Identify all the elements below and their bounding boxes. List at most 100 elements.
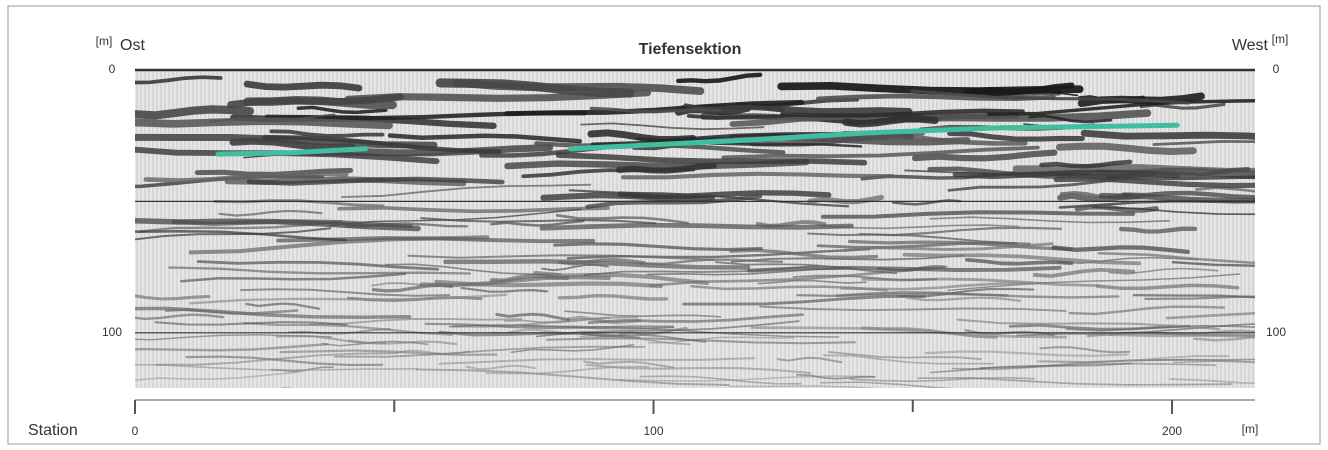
y-tick-label: 0 — [109, 62, 116, 76]
reflector — [648, 336, 795, 344]
reflector — [968, 82, 1075, 95]
reflector — [911, 149, 1058, 162]
reflector — [952, 169, 1181, 180]
reflector — [435, 78, 635, 98]
reflector — [1028, 114, 1113, 124]
x-tick-label: 100 — [644, 424, 664, 438]
reflector — [617, 375, 876, 382]
reflector — [956, 318, 1221, 331]
reflector — [279, 349, 498, 357]
reflector — [757, 279, 868, 285]
reflector — [371, 282, 462, 287]
reflector — [721, 145, 1040, 160]
reflector — [262, 134, 502, 154]
reflector — [746, 265, 1062, 273]
reflector — [840, 282, 1035, 291]
reflector — [1057, 256, 1199, 264]
reflector — [438, 330, 641, 340]
y-tick-label: 100 — [102, 325, 122, 339]
reflector — [947, 176, 1136, 192]
reflector — [135, 75, 223, 85]
reflector — [929, 362, 1132, 374]
x-tick-label: 200 — [1162, 424, 1182, 438]
reflector — [1118, 226, 1198, 234]
reflector — [1095, 283, 1240, 291]
reflector — [946, 273, 1241, 292]
reflector — [555, 152, 868, 166]
reflector — [579, 336, 691, 346]
reflector — [135, 229, 348, 242]
reflector — [179, 272, 407, 283]
reflector — [807, 232, 1018, 245]
reflector — [986, 99, 1255, 116]
reflector — [155, 352, 398, 366]
reflector — [541, 264, 609, 272]
reflector — [154, 321, 348, 326]
reflector — [858, 226, 1063, 237]
reflector — [135, 343, 329, 352]
reflector — [135, 306, 412, 319]
reflector — [1121, 190, 1255, 200]
reflector — [135, 227, 332, 241]
reflector — [533, 270, 709, 286]
reflector — [978, 91, 1079, 97]
reflector — [1055, 142, 1197, 156]
reflector — [246, 176, 505, 186]
reflector — [135, 313, 225, 321]
reflector — [558, 257, 646, 266]
reflector — [438, 357, 756, 365]
chart-layer: 0 0 100 100 0 100 200 — [102, 62, 1286, 438]
reflector — [1091, 206, 1255, 216]
reflector — [902, 252, 1142, 266]
reflector — [1097, 251, 1255, 264]
reflector — [546, 337, 856, 345]
reflector — [1066, 324, 1255, 332]
reflector — [924, 350, 1129, 357]
reflector — [557, 293, 668, 301]
reflector — [759, 305, 1067, 312]
reflector — [135, 117, 393, 130]
reflector — [143, 171, 349, 183]
reflector — [951, 362, 1217, 371]
reflector — [1169, 378, 1255, 385]
reflector — [135, 105, 254, 120]
reflector — [1132, 294, 1255, 299]
reflector — [897, 287, 1035, 298]
reflector — [490, 219, 585, 227]
reflector — [420, 217, 657, 225]
reflector — [580, 122, 765, 131]
reflector — [287, 328, 391, 335]
reflector — [240, 288, 451, 297]
reflector — [1165, 312, 1255, 320]
horizon-line — [215, 146, 369, 157]
reflector — [827, 351, 982, 360]
reflector — [510, 344, 635, 354]
reflector — [337, 205, 610, 214]
reflector — [639, 375, 802, 385]
reflector — [917, 376, 1233, 386]
reflector — [135, 294, 211, 301]
reflector — [485, 365, 649, 375]
reflector — [750, 326, 1068, 339]
reflector — [196, 260, 440, 271]
reflector — [553, 242, 763, 252]
reflector — [905, 296, 1021, 302]
reflector — [340, 183, 592, 198]
reflector — [929, 216, 1170, 224]
y-tick-label-right: 0 — [1273, 62, 1280, 76]
reflector — [835, 292, 1120, 299]
reflector — [227, 93, 404, 109]
reflector — [387, 133, 583, 144]
reflector — [465, 364, 536, 371]
reflector — [495, 312, 570, 322]
reflector — [842, 242, 1054, 252]
reflector — [185, 355, 384, 367]
reflector — [615, 162, 717, 174]
reflector — [686, 114, 858, 125]
reflector — [168, 266, 471, 275]
reflector — [564, 310, 722, 318]
reflector — [910, 89, 1190, 105]
frame — [7, 5, 1321, 445]
reflector — [776, 356, 843, 364]
reflector — [583, 360, 676, 369]
